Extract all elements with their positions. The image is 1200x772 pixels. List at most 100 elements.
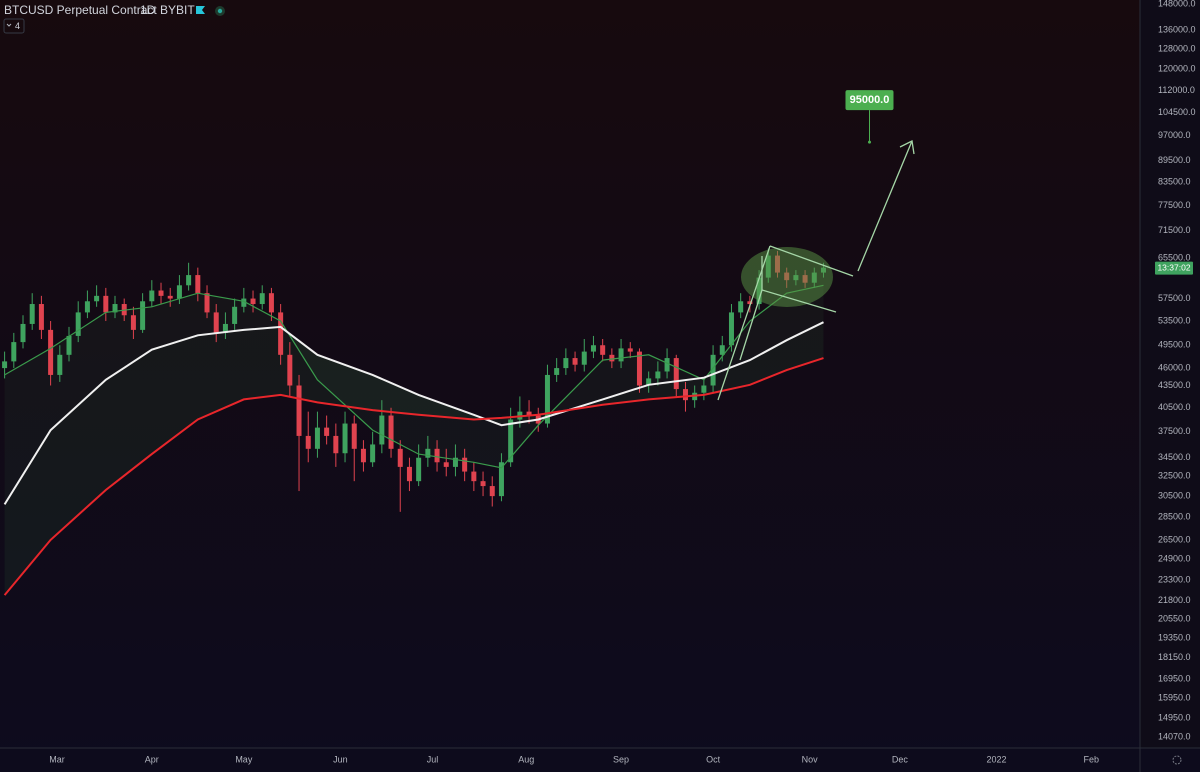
x-tick-label: Dec bbox=[892, 754, 909, 764]
candle-body bbox=[29, 304, 35, 324]
y-tick-label: 19350.0 bbox=[1158, 632, 1191, 642]
candle-body bbox=[324, 427, 330, 436]
candle-body bbox=[397, 448, 403, 467]
y-tick-label: 57500.0 bbox=[1158, 293, 1191, 303]
candle-body bbox=[719, 345, 725, 355]
x-tick-label: Feb bbox=[1083, 754, 1099, 764]
candle-body bbox=[370, 444, 376, 463]
candle-body bbox=[701, 385, 707, 393]
y-tick-label: 120000.0 bbox=[1158, 64, 1196, 74]
candle-body bbox=[747, 301, 753, 305]
candle-body bbox=[710, 354, 716, 386]
candle-body bbox=[305, 435, 311, 449]
y-tick-label: 65500.0 bbox=[1158, 252, 1191, 262]
indicators-count: 4 bbox=[15, 21, 20, 31]
price-tag bbox=[1155, 261, 1193, 275]
candle-body bbox=[11, 342, 17, 362]
x-tick-label: 2022 bbox=[986, 754, 1006, 764]
x-tick-label: Mar bbox=[49, 754, 65, 764]
candle-body bbox=[609, 354, 615, 362]
flag-icon[interactable] bbox=[196, 6, 205, 14]
candle-body bbox=[406, 466, 412, 482]
projection-arrow bbox=[857, 140, 913, 272]
candle-body bbox=[379, 415, 385, 445]
annotation-label: 95000.0 bbox=[850, 94, 890, 106]
x-tick-label: Aug bbox=[518, 754, 534, 764]
candle-body bbox=[66, 335, 72, 355]
candle-body bbox=[296, 385, 302, 436]
candle-body bbox=[20, 323, 26, 343]
flag-pole bbox=[717, 245, 771, 401]
moving-average-line bbox=[4, 284, 824, 469]
indicators-toggle[interactable] bbox=[3, 18, 25, 34]
status-dot bbox=[217, 8, 223, 14]
candle-body bbox=[333, 435, 339, 454]
candle-body bbox=[213, 312, 219, 333]
candle-body bbox=[351, 423, 357, 449]
axis-labels: 148000.0 136000.0 128000.0 120000.0 112000.0… bbox=[49, 0, 1195, 764]
y-tick-label: 18150.0 bbox=[1158, 652, 1191, 662]
interval[interactable]: 1D bbox=[140, 3, 156, 17]
candle-body bbox=[572, 358, 578, 365]
candle-body bbox=[590, 345, 596, 352]
candle-body bbox=[738, 301, 744, 313]
candle-body bbox=[434, 448, 440, 463]
y-tick-label: 104500.0 bbox=[1158, 107, 1196, 117]
flag-upper-line bbox=[769, 245, 854, 277]
candle-body bbox=[489, 486, 495, 497]
candle-body bbox=[581, 351, 587, 365]
exchange: BYBIT bbox=[160, 3, 195, 17]
candle-body bbox=[498, 462, 504, 497]
y-tick-label: 128000.0 bbox=[1158, 44, 1196, 54]
ma-band bbox=[4, 322, 824, 596]
moving-average-line bbox=[3, 321, 824, 505]
candle-body bbox=[425, 448, 431, 458]
candle-body bbox=[388, 415, 394, 449]
x-tick-label: Sep bbox=[613, 754, 629, 764]
settings-icon[interactable] bbox=[1172, 755, 1182, 765]
flag-pole-inner bbox=[739, 289, 763, 361]
candle-body bbox=[186, 275, 192, 286]
candle-body bbox=[627, 348, 633, 352]
chevron-icon bbox=[6, 23, 12, 27]
x-tick-label: Jul bbox=[427, 754, 439, 764]
candle-body bbox=[158, 290, 164, 296]
y-tick-label: 26500.0 bbox=[1158, 534, 1191, 544]
candle-body bbox=[480, 481, 486, 487]
y-tick-label: 112000.0 bbox=[1158, 85, 1195, 95]
candle-body bbox=[94, 295, 100, 302]
candle-body bbox=[673, 358, 679, 390]
candle-body bbox=[443, 462, 449, 467]
candle-body bbox=[167, 295, 173, 299]
x-tick-label: Jun bbox=[333, 754, 348, 764]
y-tick-label: 77500.0 bbox=[1158, 200, 1191, 210]
candle-body bbox=[646, 378, 652, 386]
y-tick-label: 28500.0 bbox=[1158, 512, 1191, 522]
candle-body bbox=[508, 419, 514, 463]
candle-body bbox=[526, 411, 532, 416]
candle-body bbox=[462, 457, 468, 472]
candle-body bbox=[544, 374, 550, 424]
y-tick-label: 49500.0 bbox=[1158, 340, 1191, 350]
candle-body bbox=[103, 295, 109, 313]
candle-body bbox=[268, 293, 274, 313]
x-tick-label: Oct bbox=[706, 754, 721, 764]
candle-body bbox=[140, 301, 146, 330]
y-tick-label: 15950.0 bbox=[1158, 692, 1191, 702]
candle-body bbox=[2, 361, 8, 369]
annotation-box bbox=[845, 90, 894, 111]
symbol[interactable]: BTCUSD Perpetual Contract bbox=[4, 3, 157, 17]
candle-body bbox=[287, 354, 293, 386]
candle-body bbox=[682, 389, 688, 401]
candle-body bbox=[600, 345, 606, 355]
candle-body bbox=[38, 304, 44, 330]
candle-body bbox=[471, 471, 477, 482]
candle-body bbox=[416, 457, 422, 482]
y-tick-label: 89500.0 bbox=[1158, 155, 1191, 165]
countdown: 13:37:02 bbox=[1157, 262, 1190, 272]
y-tick-label: 14070.0 bbox=[1158, 732, 1191, 742]
candle-body bbox=[250, 298, 256, 305]
y-tick-label: 24900.0 bbox=[1158, 554, 1191, 564]
candle-body bbox=[452, 457, 458, 467]
